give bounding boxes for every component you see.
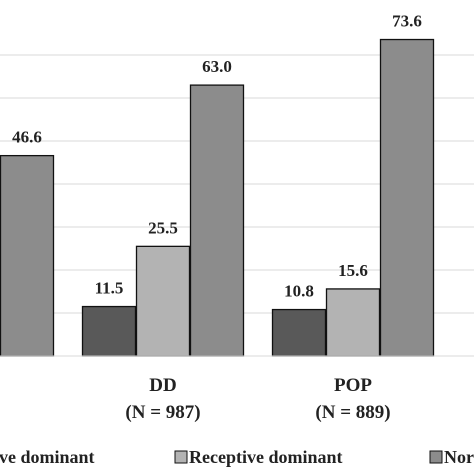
legend-label-2: Receptive dominant [189, 447, 342, 467]
legend: ive dominant Receptive dominant Nor [0, 447, 474, 467]
x-tick-labels: 5)DD(N = 987)POP(N = 889) [125, 375, 390, 423]
legend-label-1: ive dominant [0, 447, 95, 467]
value-label-2-2: 25.5 [148, 218, 178, 237]
value-label-1-2: 11.5 [95, 279, 124, 298]
category-label-2: DD [149, 375, 176, 396]
bar-3-2 [189, 84, 245, 357]
legend-swatch-3 [429, 450, 443, 464]
legend-label-3: Nor [444, 447, 474, 467]
legend-swatch-2 [174, 450, 188, 464]
bar-3-1 [0, 154, 55, 357]
value-label-1-3: 10.8 [284, 282, 314, 301]
value-label-3-3: 73.6 [392, 12, 422, 31]
bar-2-3 [325, 288, 381, 357]
value-label-3-2: 63.0 [202, 57, 232, 76]
category-n-2: (N = 987) [125, 402, 200, 423]
value-label-3-1: 46.6 [12, 128, 42, 147]
value-label-2-3: 15.6 [338, 261, 368, 280]
value-labels: 11.510.825.515.646.663.073.61 [12, 12, 422, 301]
category-n-3: (N = 889) [315, 402, 390, 423]
bar-1-3 [271, 308, 327, 357]
category-label-3: POP [334, 375, 372, 396]
bar-2-2 [135, 245, 191, 357]
bar-1-2 [81, 305, 137, 357]
bars [0, 38, 435, 357]
bar-3-3 [379, 38, 435, 357]
